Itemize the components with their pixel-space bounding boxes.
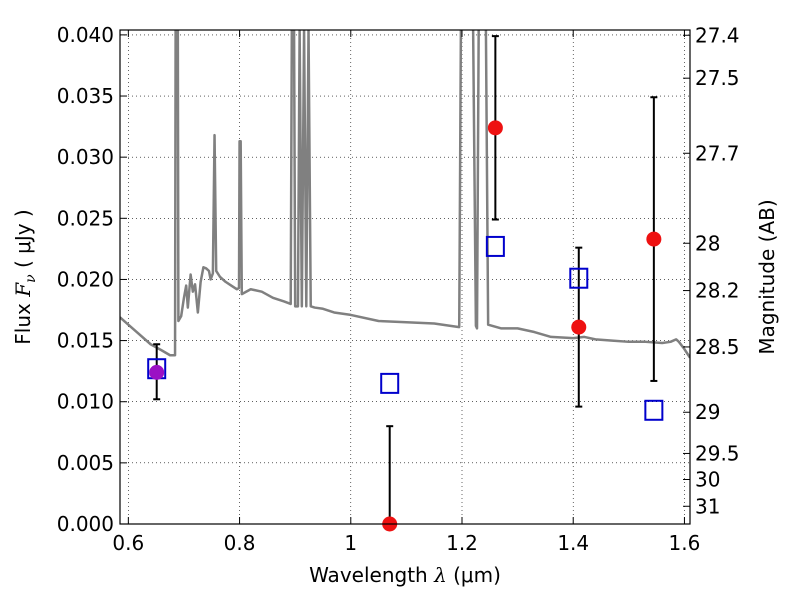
y2-tick-label: 28.2 xyxy=(695,279,740,303)
x-axis-label-prefix: Wavelength xyxy=(309,563,434,587)
observed-flux-point xyxy=(487,120,503,136)
y-axis-label-unit: ( μJy ) xyxy=(11,209,35,274)
model-spectrum-line xyxy=(120,30,690,359)
observed-flux-point xyxy=(149,364,165,380)
y-axis-label-symbol: F xyxy=(11,282,35,298)
y2-tick-label: 28.5 xyxy=(695,335,740,359)
x-axis-label-unit: (μm) xyxy=(447,563,501,587)
model-flux-square xyxy=(644,399,664,421)
ticks: 0.6 0.8 1 1.2 1.4 1.6 0.000 0.005 0.010 0.015 0.02… xyxy=(57,23,740,555)
x-tick-label: 1 xyxy=(344,531,357,555)
y2-tick-label: 27.5 xyxy=(695,66,740,90)
model-flux-square xyxy=(569,267,589,289)
grid xyxy=(120,30,690,525)
x-tick-label: 1.6 xyxy=(669,531,701,555)
y2-tick-label: 27.4 xyxy=(695,23,740,47)
y-tick-label: 0.040 xyxy=(57,23,114,47)
y-axis-label-prefix: Flux xyxy=(11,297,35,345)
y-tick-label: 0.000 xyxy=(57,512,114,536)
x-tick-label: 1.4 xyxy=(557,531,589,555)
x-tick-label: 1.2 xyxy=(446,531,478,555)
x-tick-label: 0.8 xyxy=(224,531,256,555)
y-axis-label-subscript: ν xyxy=(23,274,39,283)
y2-tick-label: 29 xyxy=(695,400,720,424)
x-axis-label-symbol: λ xyxy=(433,563,447,587)
model-flux-square xyxy=(380,372,400,394)
plot-frame xyxy=(119,29,691,525)
model-photometry-layer xyxy=(147,235,664,421)
observed-photometry-layer xyxy=(149,120,662,532)
y-tick-label: 0.020 xyxy=(57,267,114,291)
y-tick-label: 0.025 xyxy=(57,206,114,230)
y2-tick-label: 27.7 xyxy=(695,141,740,165)
secondary-y-axis-label: Magnitude (AB) xyxy=(755,199,779,354)
y-tick-label: 0.035 xyxy=(57,84,114,108)
x-axis-label: Wavelength λ (μm) xyxy=(309,563,501,587)
model-flux-square xyxy=(485,235,505,257)
y2-tick-label: 28 xyxy=(695,231,720,255)
x-tick-label: 0.6 xyxy=(112,531,144,555)
y-tick-label: 0.010 xyxy=(57,390,114,414)
errorbar-layer xyxy=(153,35,658,525)
y-axis-label: Flux Fν ( μJy ) xyxy=(11,209,39,344)
y-tick-label: 0.005 xyxy=(57,451,114,475)
y-tick-label: 0.015 xyxy=(57,329,114,353)
y2-tick-label: 30 xyxy=(695,467,720,491)
observed-flux-point xyxy=(571,319,587,335)
y-tick-label: 0.030 xyxy=(57,145,114,169)
model-spectrum-layer xyxy=(120,30,690,359)
observed-flux-point xyxy=(646,231,662,247)
y2-tick-label: 29.5 xyxy=(695,441,740,465)
y2-tick-label: 31 xyxy=(695,494,720,518)
